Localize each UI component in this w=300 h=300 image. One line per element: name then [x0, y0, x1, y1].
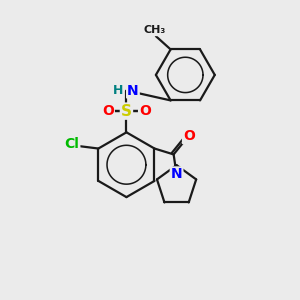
Text: N: N — [171, 167, 182, 182]
Text: O: O — [183, 129, 195, 143]
Text: H: H — [113, 84, 123, 97]
Text: CH₃: CH₃ — [143, 25, 166, 35]
Text: O: O — [139, 104, 151, 118]
Text: S: S — [121, 103, 132, 118]
Text: N: N — [127, 83, 139, 98]
Text: Cl: Cl — [64, 137, 79, 151]
Text: O: O — [102, 104, 114, 118]
